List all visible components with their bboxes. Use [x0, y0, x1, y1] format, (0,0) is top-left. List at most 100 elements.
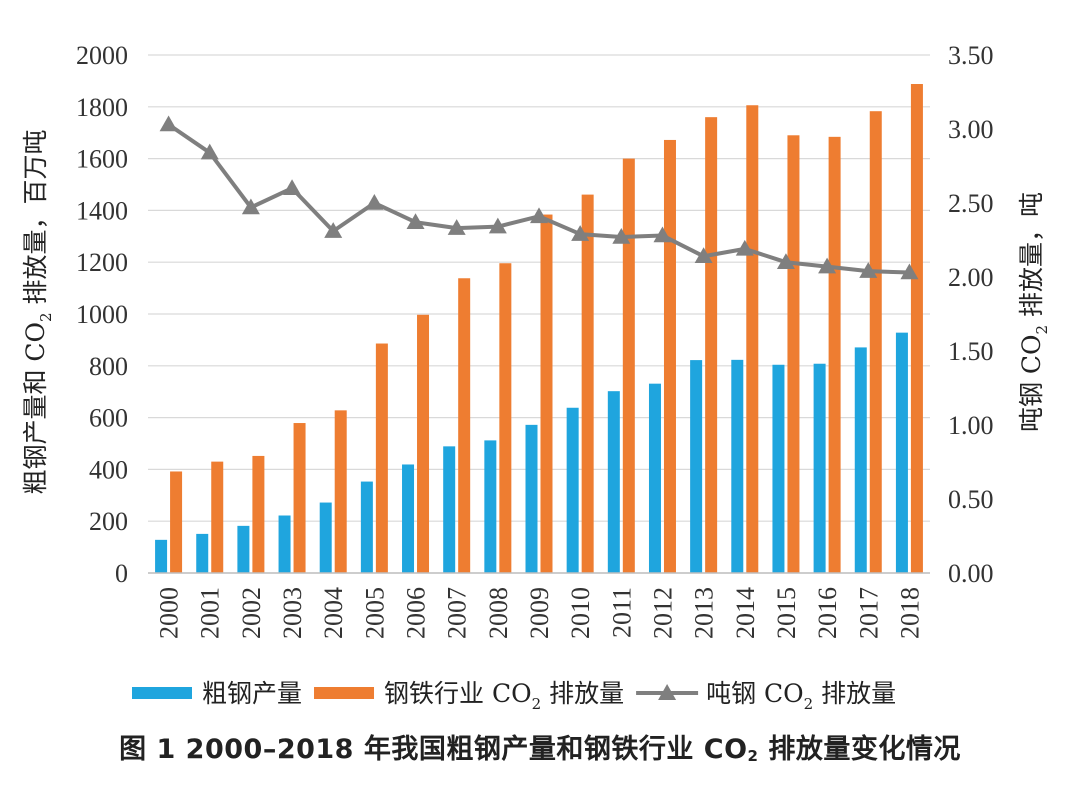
x-tick-label: 2004	[319, 587, 348, 639]
y-right-tick-label: 3.00	[948, 115, 994, 144]
bar-crude-steel	[731, 359, 744, 573]
line-marker	[694, 247, 713, 264]
y-right-tick-label: 0.00	[948, 559, 994, 588]
x-tick-label: 2011	[607, 587, 636, 638]
caption-prefix: 图 1 2000–2018 年我国粗钢产量和钢铁行业 CO	[119, 734, 748, 765]
x-tick-label: 2017	[854, 587, 883, 639]
bar-crude-steel	[895, 332, 908, 573]
bar-co2-emission	[705, 117, 718, 573]
y-left-tick-label: 400	[89, 455, 128, 484]
line-marker	[241, 198, 260, 215]
bar-co2-emission	[869, 111, 882, 573]
y-left-tick-label: 1800	[76, 93, 128, 122]
bar-co2-emission	[170, 471, 183, 573]
bar-crude-steel	[196, 533, 209, 573]
caption-sub: 2	[747, 747, 759, 765]
y-right-axis-title: 吨钢 CO2 排放量，吨	[1017, 192, 1051, 432]
x-tick-label: 2003	[278, 587, 307, 639]
legend-label: 钢铁行业 CO2 排放量	[384, 679, 624, 713]
x-tick-label: 2013	[690, 587, 719, 639]
bar-crude-steel	[813, 363, 826, 573]
y-left-tick-label: 0	[115, 559, 128, 588]
line-marker	[900, 263, 919, 280]
axes: 0 200 400 600 800 1000 1200 1400 1600 1800 2000 0.0…	[21, 41, 1051, 639]
bar-co2-emission	[622, 158, 635, 573]
bar-co2-emission	[499, 263, 512, 573]
legend-swatch	[314, 687, 375, 699]
x-tick-label: 2015	[772, 587, 801, 639]
x-tick-label: 2002	[237, 587, 266, 639]
bar-co2-emission	[910, 84, 923, 574]
bar-co2-emission	[828, 136, 841, 573]
y-left-tick-label: 1600	[76, 145, 128, 174]
legend-marker	[658, 684, 677, 700]
bar-co2-emission	[787, 135, 800, 574]
bar-co2-emission	[458, 278, 471, 573]
line-marker	[283, 179, 302, 195]
figure-caption: 图 1 2000–2018 年我国粗钢产量和钢铁行业 CO2 排放量变化情况	[0, 727, 1080, 766]
bar-crude-steel	[484, 440, 497, 573]
line-marker	[488, 217, 507, 234]
x-tick-label: 2016	[813, 587, 842, 639]
chart: 0 200 400 600 800 1000 1200 1400 1600 1800 2000 0.0…	[21, 41, 1051, 713]
line-marker	[406, 213, 425, 229]
y-right-tick-label: 0.50	[948, 485, 994, 514]
bar-crude-steel	[155, 539, 168, 573]
bar-co2-emission	[252, 455, 265, 573]
y-right-tick-label: 2.00	[948, 263, 994, 292]
bar-crude-steel	[566, 407, 579, 573]
bar-co2-emission	[540, 214, 553, 573]
bar-crude-steel	[525, 424, 538, 573]
x-tick-label: 2008	[484, 587, 513, 639]
bar-co2-emission	[417, 314, 430, 573]
y-left-tick-label: 800	[89, 352, 128, 381]
x-tick-label: 2010	[566, 587, 595, 639]
bar-co2-emission	[293, 423, 306, 573]
bar-co2-emission	[375, 343, 388, 573]
bar-co2-emission	[334, 410, 347, 573]
x-tick-label: 2001	[196, 587, 225, 639]
line-marker	[200, 143, 219, 160]
bar-crude-steel	[443, 446, 456, 573]
bar-crude-steel	[360, 481, 373, 573]
line-marker	[818, 257, 837, 274]
line-marker	[653, 226, 672, 243]
bar-crude-steel	[319, 502, 332, 573]
bar-crude-steel	[402, 464, 415, 573]
bar-co2-emission	[663, 139, 676, 573]
line-marker	[447, 219, 466, 235]
bar-crude-steel	[854, 347, 867, 573]
y-right-tick-label: 1.00	[948, 411, 994, 440]
line-marker	[365, 194, 384, 210]
y-left-axis-title: 粗钢产量和 CO2 排放量，百万吨	[21, 129, 55, 494]
y-right-tick-label: 2.50	[948, 189, 994, 218]
y-left-tick-label: 1000	[76, 300, 128, 329]
x-tick-label: 2018	[895, 587, 924, 639]
caption-suffix: 排放量变化情况	[758, 734, 961, 765]
line-marker	[159, 115, 178, 132]
line-marker	[735, 239, 754, 256]
y-left-tick-label: 1200	[76, 248, 128, 277]
line-marker	[324, 222, 343, 238]
bar-crude-steel	[237, 525, 250, 573]
x-tick-label: 2006	[402, 587, 431, 639]
x-tick-label: 2000	[155, 587, 184, 639]
x-tick-label: 2014	[731, 587, 760, 639]
bar-co2-emission	[211, 461, 224, 573]
bars	[155, 84, 923, 574]
x-tick-label: 2009	[525, 587, 554, 639]
x-tick-label: 2007	[443, 587, 472, 639]
y-right-tick-label: 3.50	[948, 41, 994, 70]
line-marker	[776, 253, 795, 269]
line-marker	[859, 262, 878, 278]
bar-crude-steel	[278, 515, 291, 573]
y-right-tick-label: 1.50	[948, 337, 994, 366]
line-marker	[571, 225, 590, 241]
line-marker	[612, 228, 631, 244]
gridlines	[148, 54, 930, 574]
legend-swatch	[132, 687, 192, 699]
bar-crude-steel	[648, 383, 661, 573]
y-left-tick-label: 200	[89, 507, 128, 536]
line-marker	[530, 207, 548, 224]
y-left-tick-label: 600	[89, 404, 128, 433]
